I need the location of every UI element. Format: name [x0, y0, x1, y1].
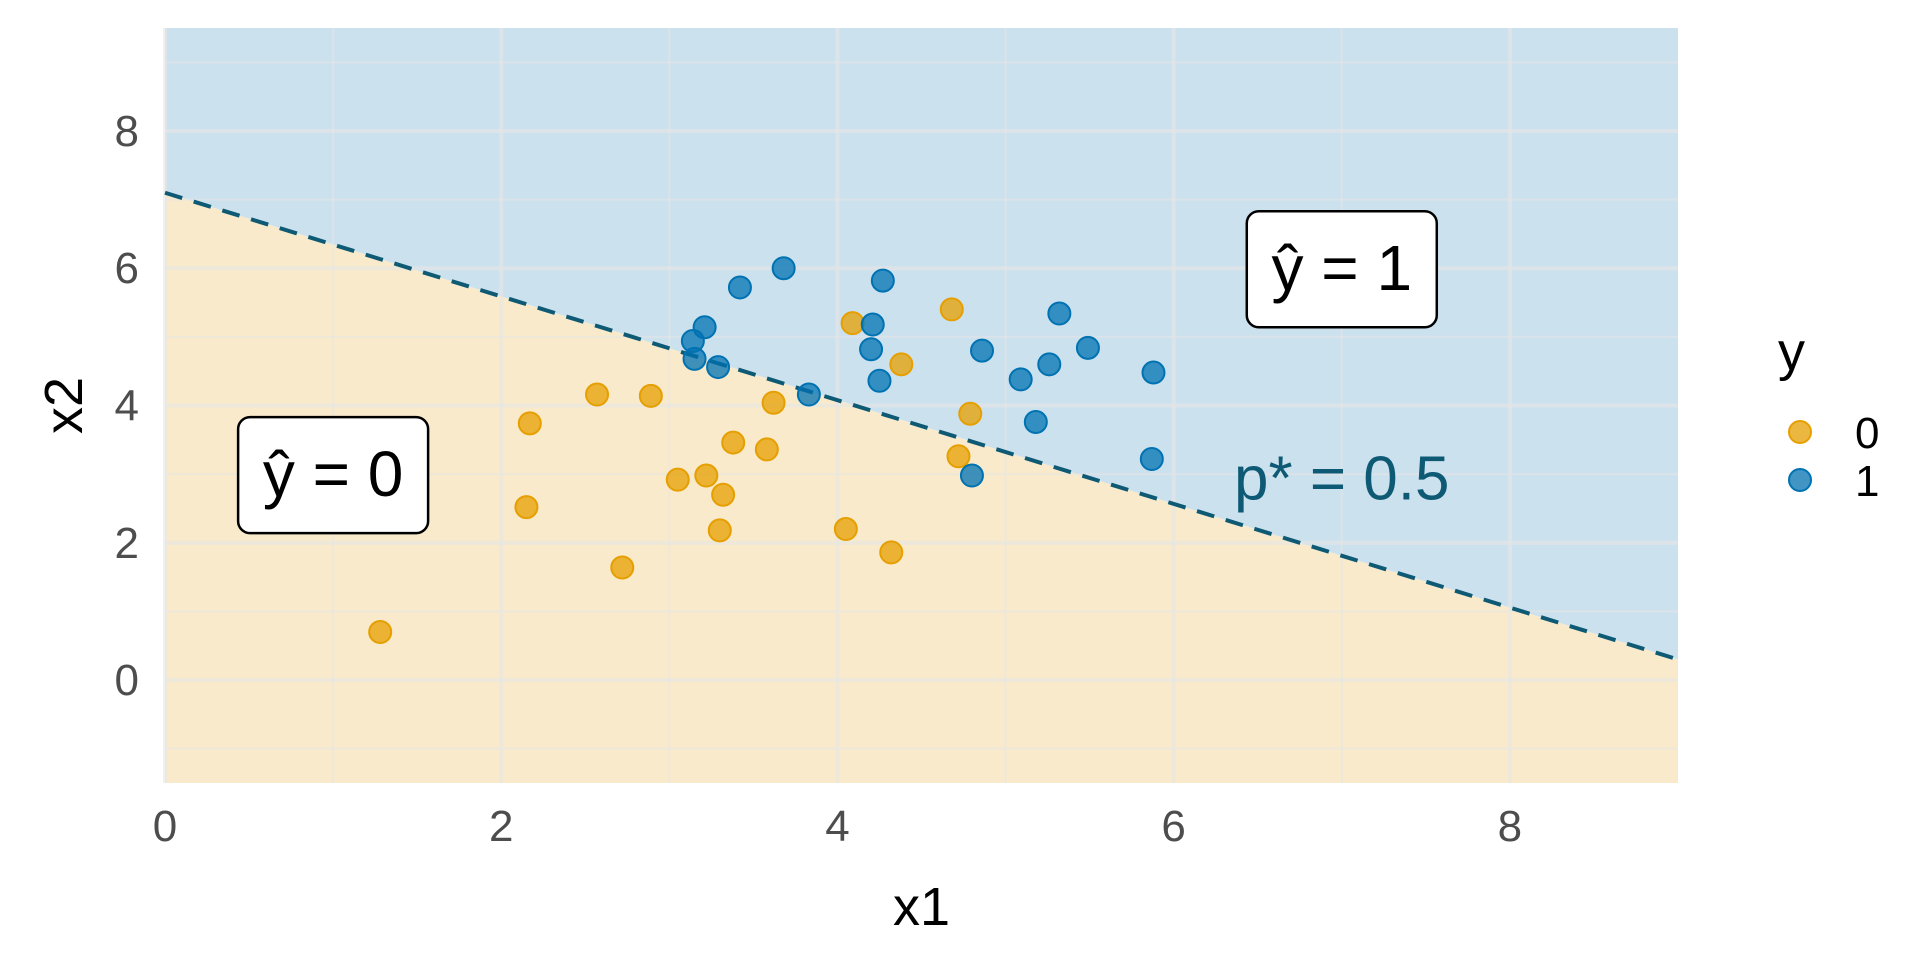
region-class-1 — [165, 28, 1678, 660]
point-class-1 — [682, 346, 707, 371]
y-axis-ticks: 0 2 4 6 8 — [115, 107, 139, 705]
point-class-1 — [692, 315, 717, 340]
point-class-0 — [514, 495, 539, 520]
region-label-text: ŷ = 0 — [263, 438, 404, 510]
point-class-0 — [638, 383, 663, 408]
legend-key-1 — [1788, 468, 1812, 492]
point-class-1 — [860, 312, 885, 337]
point-class-0 — [707, 518, 732, 543]
legend-label-1: 1 — [1855, 457, 1879, 506]
decision-boundary — [164, 190, 1679, 662]
point-class-1 — [796, 382, 821, 407]
point-class-0 — [368, 620, 393, 644]
point-class-1 — [970, 338, 995, 363]
x-tick-label: 2 — [489, 802, 513, 851]
legend-label-0: 0 — [1855, 409, 1879, 458]
x-axis-title: x1 — [893, 877, 950, 937]
point-class-0 — [833, 517, 858, 542]
point-class-0 — [939, 297, 964, 322]
point-class-1 — [1139, 447, 1164, 472]
point-class-1 — [867, 368, 892, 393]
y-tick-label: 0 — [115, 656, 139, 705]
x-tick-label: 6 — [1161, 802, 1185, 851]
region-class-0 — [165, 192, 1678, 783]
point-class-0 — [879, 540, 904, 565]
x-tick-label: 0 — [153, 802, 177, 851]
y-tick-label: 6 — [115, 244, 139, 293]
point-class-0 — [585, 382, 610, 407]
point-class-1 — [859, 337, 884, 362]
legend: y 01 — [1778, 322, 1879, 506]
y-tick-label: 4 — [115, 382, 139, 431]
legend-key-0 — [1788, 420, 1812, 444]
point-class-0 — [517, 411, 542, 436]
point-class-0 — [761, 390, 786, 415]
point-class-0 — [665, 467, 690, 492]
region-label-box — [1245, 209, 1439, 329]
point-class-1 — [959, 463, 984, 488]
point-class-1 — [706, 355, 731, 380]
point-class-0 — [946, 444, 971, 469]
classification-regions — [165, 28, 1678, 783]
point-class-0 — [889, 352, 914, 377]
point-class-1 — [1037, 352, 1062, 377]
x-tick-label: 8 — [1498, 802, 1522, 851]
grid-lines — [163, 28, 1678, 783]
point-class-1 — [771, 256, 796, 281]
boundary-annotation: p* = 0.5 — [1234, 445, 1449, 514]
data-points — [368, 256, 1166, 644]
y-tick-label: 2 — [115, 519, 139, 568]
point-class-1 — [1075, 335, 1100, 360]
y-axis-title: x2 — [34, 377, 94, 434]
point-class-0 — [840, 311, 865, 336]
region-label-1: ŷ = 1 — [1245, 209, 1439, 329]
point-class-1 — [1047, 301, 1072, 326]
region-label-0: ŷ = 0 — [236, 415, 430, 535]
point-class-0 — [958, 401, 983, 426]
point-class-1 — [1023, 409, 1048, 434]
point-class-1 — [1141, 360, 1166, 385]
point-class-1 — [870, 268, 895, 293]
point-class-0 — [694, 463, 719, 488]
region-label-text: ŷ = 1 — [1272, 232, 1413, 304]
point-class-0 — [711, 482, 736, 507]
legend-title: y — [1778, 322, 1805, 382]
point-class-0 — [754, 437, 779, 462]
point-class-1 — [727, 275, 752, 300]
y-tick-label: 8 — [115, 107, 139, 156]
x-axis-ticks: 0 2 4 6 8 — [153, 802, 1522, 851]
point-class-0 — [721, 430, 746, 455]
region-labels: ŷ = 0 ŷ = 1 — [236, 209, 1439, 535]
point-class-1 — [1008, 367, 1033, 392]
region-label-box — [236, 415, 430, 535]
decision-boundary-line — [164, 190, 1679, 662]
x-tick-label: 4 — [825, 802, 849, 851]
point-class-0 — [610, 555, 635, 580]
